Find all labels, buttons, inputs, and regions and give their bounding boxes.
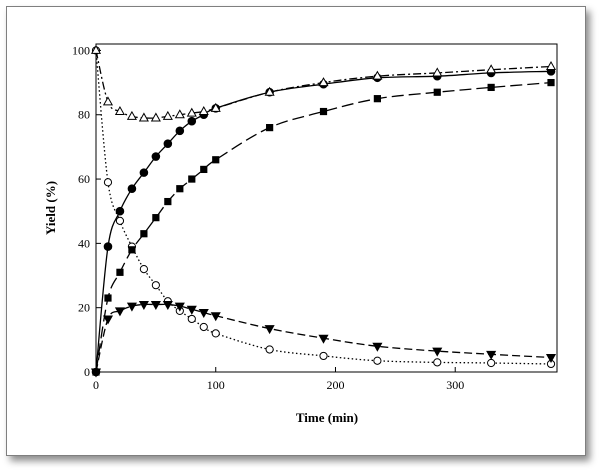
- data-point-open-triangle-up: [432, 67, 443, 77]
- data-point-open-triangle-up: [318, 77, 329, 87]
- data-point-open-triangle-up: [210, 102, 221, 112]
- data-point-filled-square: [152, 214, 160, 222]
- data-point-filled-triangle-down: [432, 347, 443, 357]
- data-point-filled-circle: [151, 152, 161, 161]
- series-line-filled-square: [95, 81, 552, 373]
- data-point-filled-triangle-down: [90, 368, 102, 378]
- data-point-filled-triangle-down: [150, 300, 161, 310]
- y-axis-label: Yield (%): [43, 181, 58, 235]
- data-point-open-circle: [199, 322, 208, 332]
- data-point-open-triangle-up: [198, 106, 209, 116]
- data-point-open-triangle-up: [150, 112, 161, 122]
- data-point-filled-square: [319, 107, 328, 116]
- data-point-open-circle: [265, 345, 274, 354]
- data-point-filled-circle: [127, 184, 137, 194]
- y-tick-label: 40: [78, 236, 90, 250]
- data-point-filled-square: [128, 246, 136, 254]
- data-point-open-triangle-up: [174, 109, 185, 119]
- data-point-filled-triangle-down: [174, 302, 185, 312]
- data-point-open-circle: [487, 358, 496, 368]
- data-point-filled-square: [140, 230, 148, 238]
- data-point-open-circle: [139, 264, 148, 274]
- data-point-filled-square: [212, 156, 220, 164]
- data-point-open-circle: [373, 356, 382, 365]
- data-point-filled-circle: [175, 126, 185, 136]
- series-lines: [95, 50, 552, 373]
- data-point-filled-circle: [115, 206, 125, 216]
- data-point-filled-triangle-down: [264, 325, 275, 335]
- data-point-filled-triangle-down: [210, 312, 221, 322]
- data-point-filled-square: [433, 88, 441, 96]
- data-point-filled-triangle-down: [372, 342, 383, 352]
- data-point-filled-triangle-down: [102, 315, 114, 325]
- data-point-open-triangle-up: [126, 110, 137, 120]
- series-line-filled-triangle-down: [95, 303, 552, 373]
- data-point-open-triangle-up: [138, 112, 149, 122]
- yield-time-chart: 0 100 200 300 0 20 40 60 80 100 Time (min) Yield …: [43, 43, 558, 425]
- data-point-open-triangle-up: [102, 96, 114, 106]
- plot-area-border: [95, 43, 558, 373]
- data-point-filled-square: [116, 268, 124, 276]
- data-point-open-triangle-up: [162, 110, 173, 120]
- data-point-filled-square: [188, 175, 196, 183]
- data-point-filled-triangle-down: [138, 300, 149, 310]
- x-axis-label: Time (min): [296, 410, 358, 425]
- data-point-filled-triangle-down: [162, 300, 173, 310]
- data-point-filled-triangle-down: [545, 354, 557, 364]
- axis-ticks: 0 100 200 300 0 20 40 60 80 100: [72, 43, 464, 392]
- data-point-open-triangle-up: [90, 44, 102, 54]
- y-tick-label: 20: [78, 301, 90, 315]
- figure-frame: 0 100 200 300 0 20 40 60 80 100 Time (min) Yield …: [6, 6, 586, 456]
- x-tick-label: 0: [93, 378, 99, 392]
- data-point-filled-square: [373, 95, 381, 103]
- data-point-filled-circle: [163, 139, 173, 148]
- data-point-filled-square: [487, 83, 495, 92]
- data-point-filled-triangle-down: [198, 309, 209, 319]
- data-point-open-triangle-up: [372, 70, 383, 80]
- data-point-filled-circle: [103, 242, 113, 251]
- y-tick-label: 0: [84, 365, 90, 379]
- y-tick-label: 80: [78, 108, 90, 122]
- data-point-filled-square: [200, 165, 208, 174]
- data-point-filled-square: [164, 197, 172, 206]
- data-point-open-triangle-up: [545, 60, 557, 71]
- data-point-filled-square: [547, 78, 555, 87]
- data-point-filled-circle: [139, 168, 149, 177]
- data-point-filled-triangle-down: [126, 302, 137, 312]
- data-point-filled-square: [176, 185, 184, 193]
- data-point-filled-square: [266, 124, 274, 132]
- data-point-open-circle: [151, 281, 160, 290]
- data-point-open-circle: [187, 314, 196, 324]
- data-point-filled-square: [104, 294, 112, 302]
- data-point-open-triangle-up: [114, 106, 126, 116]
- y-tick-label: 100: [72, 43, 90, 57]
- data-point-open-triangle-up: [486, 64, 497, 74]
- x-tick-label: 300: [446, 378, 464, 392]
- data-point-filled-triangle-down: [186, 305, 197, 315]
- data-point-open-circle: [211, 329, 220, 338]
- data-point-open-circle: [319, 351, 328, 361]
- x-tick-label: 200: [326, 378, 344, 392]
- data-point-open-triangle-up: [264, 86, 275, 96]
- data-point-filled-triangle-down: [114, 307, 126, 317]
- data-point-open-circle: [103, 178, 113, 187]
- data-point-open-triangle-up: [186, 107, 197, 117]
- data-point-open-circle: [433, 358, 442, 367]
- data-point-filled-circle: [187, 116, 197, 126]
- data-point-open-circle: [115, 216, 125, 225]
- series-markers: [90, 44, 557, 378]
- data-point-filled-triangle-down: [486, 350, 497, 360]
- data-point-filled-triangle-down: [318, 334, 329, 344]
- series-line-open-circle: [95, 50, 552, 365]
- y-tick-label: 60: [78, 172, 90, 186]
- x-tick-label: 100: [207, 378, 225, 392]
